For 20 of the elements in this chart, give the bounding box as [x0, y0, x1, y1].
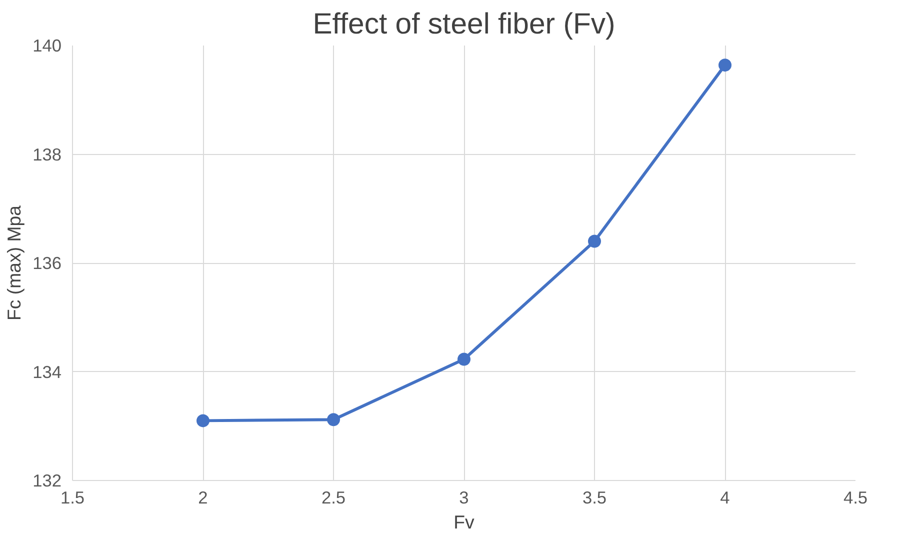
point — [327, 413, 340, 426]
y-tick-label: 132 — [32, 470, 62, 490]
x-tick-label: 4.5 — [843, 488, 868, 508]
y-tick-label: 134 — [32, 362, 62, 382]
y-tick-label: 138 — [32, 144, 62, 164]
y-axis-title: Fc (max) Mpa — [4, 204, 25, 321]
x-tick-label: 2 — [198, 488, 208, 508]
point — [458, 352, 470, 366]
x-tick-label: 3.5 — [582, 488, 607, 508]
y-tick-label: 140 — [32, 36, 62, 56]
x-axis-title: Fv — [454, 512, 476, 532]
point — [196, 414, 210, 428]
x-tick-label: 3 — [459, 488, 469, 508]
x-tick-label: 2.5 — [321, 488, 346, 508]
point — [588, 234, 601, 248]
point — [718, 58, 732, 72]
chart-title: Effect of steel fiber (Fv) — [312, 8, 616, 40]
x-tick-label: 1.5 — [60, 488, 85, 508]
x-tick-label: 4 — [720, 488, 730, 508]
y-tick-label: 136 — [32, 253, 62, 273]
